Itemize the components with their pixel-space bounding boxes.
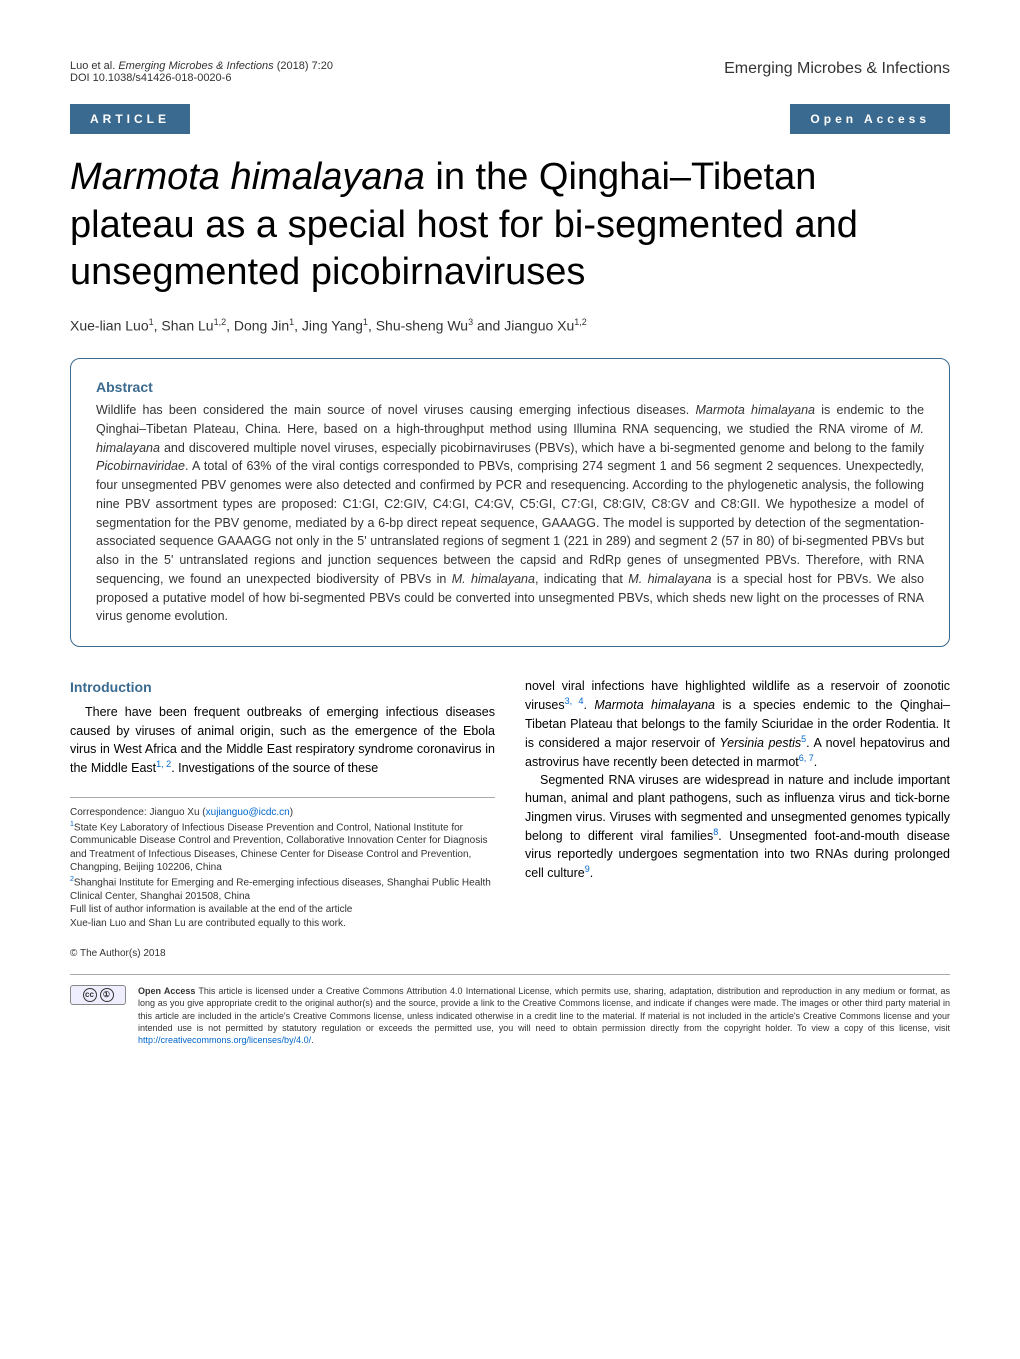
abs-i3: Picobirnaviridae [96,459,185,473]
author-1: Xue-lian Luo [70,317,149,333]
article-badge: ARTICLE [70,104,190,134]
author-2: , Shan Lu [154,317,214,333]
intro-r1-e: . [814,755,817,769]
intro-right-p2: Segmented RNA viruses are widespread in … [525,771,950,882]
abstract-text: Wildlife has been considered the main so… [96,401,924,626]
doi-line: DOI 10.1038/s41426-018-0020-6 [70,72,333,84]
author-4: , Jing Yang [294,317,363,333]
abstract-box: Abstract Wildlife has been considered th… [70,358,950,647]
journal-name: Emerging Microbes & Infections [724,60,950,78]
license-t2: . [311,1035,314,1045]
header-row: Luo et al. Emerging Microbes & Infection… [70,60,950,84]
footnotes: Correspondence: Jianguo Xu (xujianguo@ic… [70,797,495,930]
abs-i4: M. himalayana [452,572,535,586]
corr-close: ) [290,807,293,818]
intro-right-p1: novel viral infections have highlighted … [525,677,950,771]
introduction-heading: Introduction [70,677,495,697]
author-3: , Dong Jin [226,317,289,333]
left-column: Introduction There have been frequent ou… [70,677,495,930]
affil-1-text: State Key Laboratory of Infectious Disea… [70,822,487,874]
badge-row: ARTICLE Open Access [70,104,950,134]
citation-block: Luo et al. Emerging Microbes & Infection… [70,60,333,84]
corr-email-link[interactable]: xujianguo@icdc.cn [206,807,290,818]
abs-i1: Marmota himalayana [695,403,815,417]
author-6-affil: 1,2 [574,317,587,327]
affil-2-text: Shanghai Institute for Emerging and Re-e… [70,877,491,902]
abs-t4: . A total of 63% of the viral contigs co… [96,459,924,586]
citation-year-vol: (2018) 7:20 [277,60,333,72]
abs-t1: Wildlife has been considered the main so… [96,403,695,417]
abs-t3: and discovered multiple novel viruses, e… [160,441,924,455]
intro-left-p1: There have been frequent outbreaks of em… [70,703,495,777]
affiliation-2: 2Shanghai Institute for Emerging and Re-… [70,875,495,903]
by-icon-circle: ① [100,988,114,1002]
article-title: Marmota himalayana in the Qinghai–Tibeta… [70,154,950,297]
affiliation-1: 1State Key Laboratory of Infectious Dise… [70,820,495,875]
copyright-line: © The Author(s) 2018 [70,948,950,959]
author-6: and Jianguo Xu [473,317,574,333]
citation-journal: Emerging Microbes & Infections [118,60,273,72]
abstract-heading: Abstract [96,379,924,395]
citation-authors: Luo et al. [70,60,115,72]
equal-contrib-line: Xue-lian Luo and Shan Lu are contributed… [70,917,495,931]
correspondence-line: Correspondence: Jianguo Xu (xujianguo@ic… [70,806,495,820]
license-text: Open Access This article is licensed und… [138,985,950,1046]
two-column-body: Introduction There have been frequent ou… [70,677,950,930]
intro-r1-ref1: 3, 4 [565,696,584,706]
intro-r1-i1: Marmota himalayana [594,698,715,712]
license-bold: Open Access [138,986,195,996]
abs-t5: , indicating that [535,572,628,586]
intro-l-ref1: 1, 2 [156,759,171,769]
intro-r1-ref3: 6, 7 [799,753,814,763]
title-italic: Marmota himalayana [70,156,425,198]
open-access-badge: Open Access [790,104,950,134]
full-list-line: Full list of author information is avail… [70,903,495,917]
intro-r2-c: . [590,866,593,880]
author-5: , Shu-sheng Wu [368,317,468,333]
right-column: novel viral infections have highlighted … [525,677,950,930]
authors-line: Xue-lian Luo1, Shan Lu1,2, Dong Jin1, Ji… [70,317,950,334]
citation-line: Luo et al. Emerging Microbes & Infection… [70,60,333,72]
intro-r1-i2: Yersinia pestis [720,736,802,750]
abs-i5: M. himalayana [628,572,711,586]
intro-l-b: . Investigations of the source of these [171,761,378,775]
cc-icon-circle: cc [83,988,97,1002]
author-2-affil: 1,2 [214,317,227,327]
license-link[interactable]: http://creativecommons.org/licenses/by/4… [138,1035,311,1045]
cc-by-icon: cc ① [70,985,126,1005]
intro-r1-b: . [584,698,595,712]
corr-label: Correspondence: Jianguo Xu ( [70,807,206,818]
license-row: cc ① Open Access This article is license… [70,974,950,1046]
license-t1: This article is licensed under a Creativ… [138,986,950,1032]
page-container: Luo et al. Emerging Microbes & Infection… [0,0,1020,1086]
